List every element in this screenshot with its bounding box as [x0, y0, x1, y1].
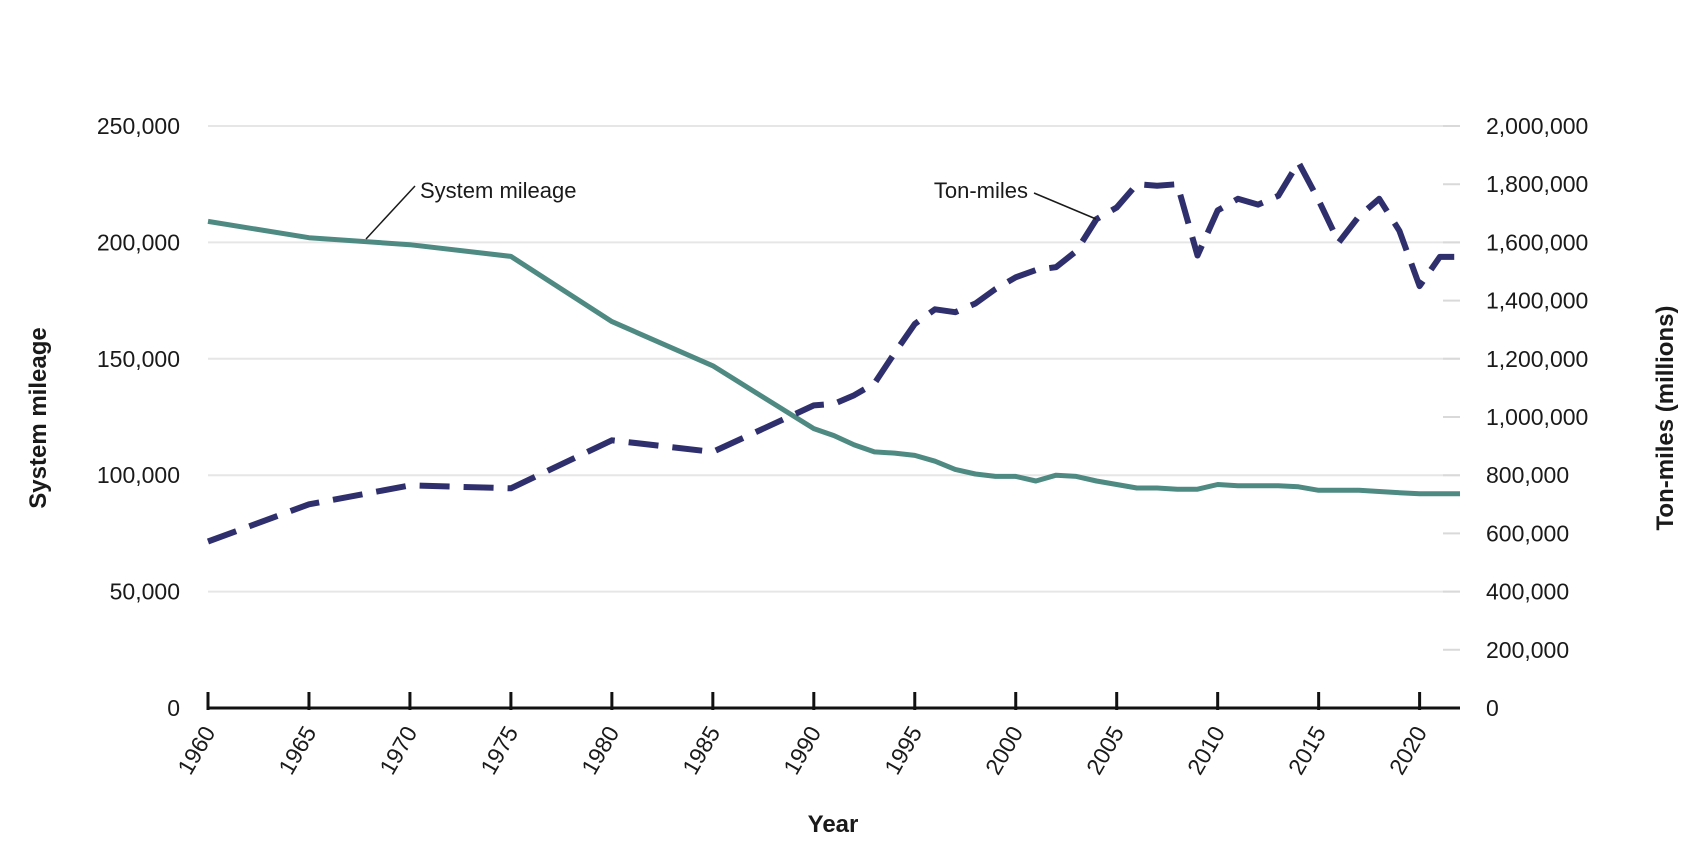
x-axis-tick-label: 1980: [576, 722, 624, 779]
x-axis-tick-label: 2005: [1081, 722, 1129, 779]
x-axis-tick-label: 2020: [1384, 722, 1432, 779]
x-axis-tick-label: 1960: [172, 722, 220, 779]
right-axis-tick-label: 600,000: [1486, 520, 1569, 546]
right-axis-tick-labels: 0 200,000 400,000 600,000 800,000 1,000,000 1,…: [1486, 113, 1588, 721]
x-axis-tick-labels: 1960 1965 1970 1975 1980 1985 1990 1995 2000 2005…: [172, 722, 1432, 779]
right-axis-tick-label: 2,000,000: [1486, 113, 1588, 139]
right-axis-tick-label: 200,000: [1486, 637, 1569, 663]
right-axis-tick-label: 1,200,000: [1486, 346, 1588, 372]
x-axis-tick-label: 1985: [677, 722, 725, 779]
left-axis-tick-label: 150,000: [97, 346, 180, 372]
left-axis-tick-labels: 0 50,000 100,000 150,000 200,000 250,000: [97, 113, 180, 721]
left-axis-tick-label: 0: [167, 695, 180, 721]
right-axis-title: Ton-miles (millions): [1652, 306, 1679, 531]
x-axis: [206, 692, 1460, 710]
right-axis-tick-label: 1,600,000: [1486, 229, 1588, 255]
left-axis-tick-label: 50,000: [110, 579, 180, 605]
right-axis-tick-label: 400,000: [1486, 579, 1569, 605]
left-axis-tick-label: 250,000: [97, 113, 180, 139]
x-axis-tick-label: 2000: [980, 722, 1028, 779]
right-axis-tick-label: 1,000,000: [1486, 404, 1588, 430]
system-mileage-line: [207, 218, 1460, 497]
annotation-leader-line: [1033, 192, 1097, 220]
right-axis-tick-marks: [1443, 125, 1460, 651]
annotations: System mileage Ton-miles: [365, 178, 1097, 240]
left-axis-title: System mileage: [25, 327, 52, 508]
annotation-leader-line: [365, 185, 416, 240]
right-axis-tick-label: 0: [1486, 695, 1499, 721]
right-axis-tick-label: 1,800,000: [1486, 171, 1588, 197]
x-axis-tick-label: 1975: [475, 722, 523, 779]
left-axis-tick-label: 200,000: [97, 229, 180, 255]
right-axis-tick-label: 800,000: [1486, 462, 1569, 488]
ton-miles-line: [206, 159, 1460, 545]
x-axis-tick-label: 1970: [374, 722, 422, 779]
left-axis-tick-label: 100,000: [97, 462, 180, 488]
annotation-ton-miles: Ton-miles: [934, 178, 1028, 203]
x-axis-title: Year: [808, 811, 859, 838]
x-axis-tick-label: 1990: [778, 722, 826, 779]
x-axis-tick-label: 1965: [273, 722, 321, 779]
series-lines: [206, 159, 1460, 545]
x-axis-tick-label: 2015: [1283, 722, 1331, 779]
x-axis-tick-label: 1995: [879, 722, 927, 779]
right-axis-tick-label: 1,400,000: [1486, 288, 1588, 314]
gridlines: [208, 125, 1460, 593]
annotation-system-mileage: System mileage: [420, 178, 577, 203]
x-axis-tick-label: 2010: [1182, 722, 1230, 779]
